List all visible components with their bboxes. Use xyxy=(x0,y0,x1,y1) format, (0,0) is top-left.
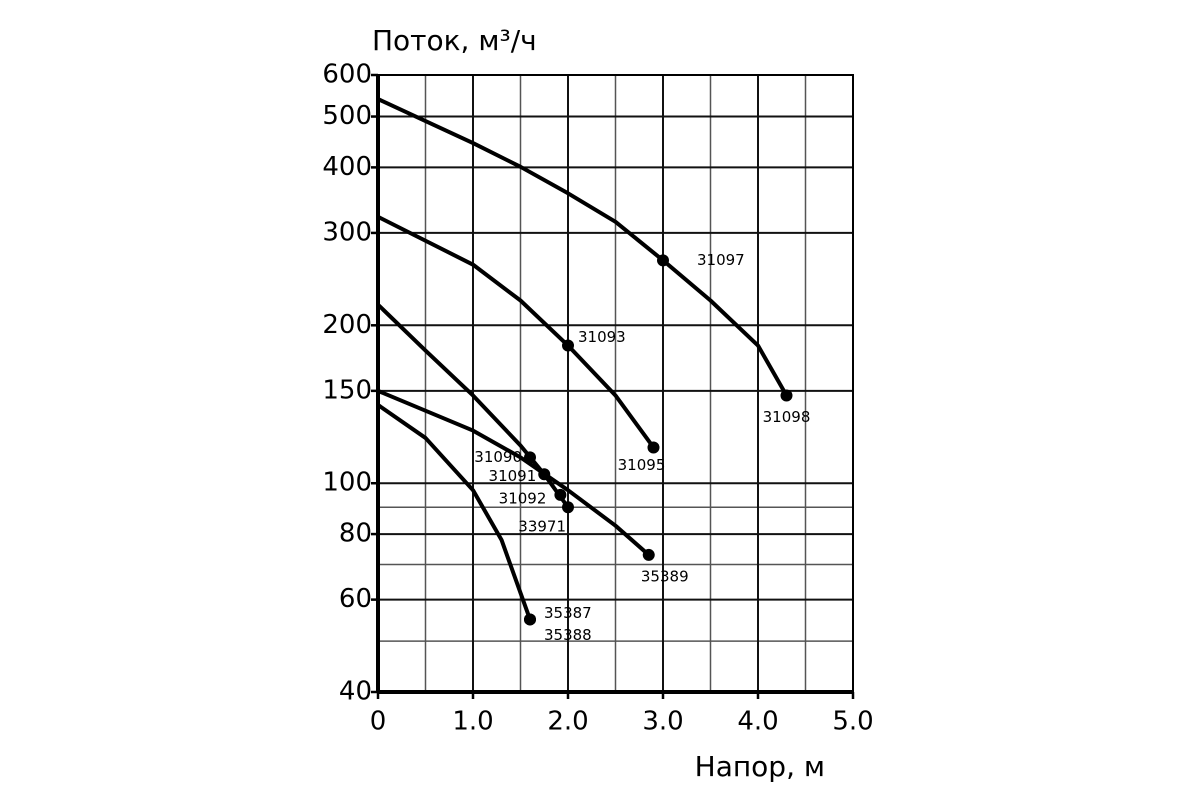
y-tick-label: 300 xyxy=(322,217,372,247)
y-tick-label: 40 xyxy=(339,677,372,707)
y-tick-label: 60 xyxy=(339,584,372,614)
point xyxy=(780,389,793,402)
y-axis-label: Поток, м³/ч xyxy=(372,24,537,57)
point-label: 31097 xyxy=(697,251,745,269)
y-tick-label: 100 xyxy=(322,468,372,498)
point xyxy=(647,441,660,454)
curve xyxy=(377,215,656,449)
y-tick-label: 600 xyxy=(322,60,372,90)
curve xyxy=(377,97,789,397)
point-label: 35388 xyxy=(544,626,592,644)
point xyxy=(524,451,536,464)
y-tick-label: 200 xyxy=(322,310,372,340)
x-tick-label: 4.0 xyxy=(737,707,778,737)
curve xyxy=(376,303,570,509)
y-tick-label: 80 xyxy=(339,519,372,549)
point-label: 35389 xyxy=(641,567,689,585)
point xyxy=(538,468,551,481)
point xyxy=(657,254,669,267)
y-tick-label: 150 xyxy=(322,375,372,405)
point-label: 31095 xyxy=(618,456,666,474)
point xyxy=(562,501,574,514)
x-tick-label: 1.0 xyxy=(452,707,493,737)
y-tick-label: 500 xyxy=(322,101,372,131)
point xyxy=(562,339,574,352)
x-tick-label: 2.0 xyxy=(547,707,588,737)
point-label: 31093 xyxy=(578,328,626,346)
x-axis-label: Напор, м xyxy=(695,750,825,783)
x-tick-label: 5.0 xyxy=(832,707,873,737)
point-label: 35387 xyxy=(544,604,592,622)
x-tick-label: 3.0 xyxy=(642,707,683,737)
point-label: 31092 xyxy=(499,489,547,507)
point xyxy=(524,613,536,626)
curve xyxy=(376,403,532,621)
point xyxy=(642,548,655,561)
point-label: 31090 xyxy=(474,448,522,466)
point-label: 31098 xyxy=(763,408,811,426)
y-tick-label: 400 xyxy=(322,152,372,182)
x-tick-label: 0 xyxy=(370,707,387,737)
point-label: 31091 xyxy=(489,467,537,485)
point-label: 33971 xyxy=(518,518,566,536)
point xyxy=(554,488,567,501)
